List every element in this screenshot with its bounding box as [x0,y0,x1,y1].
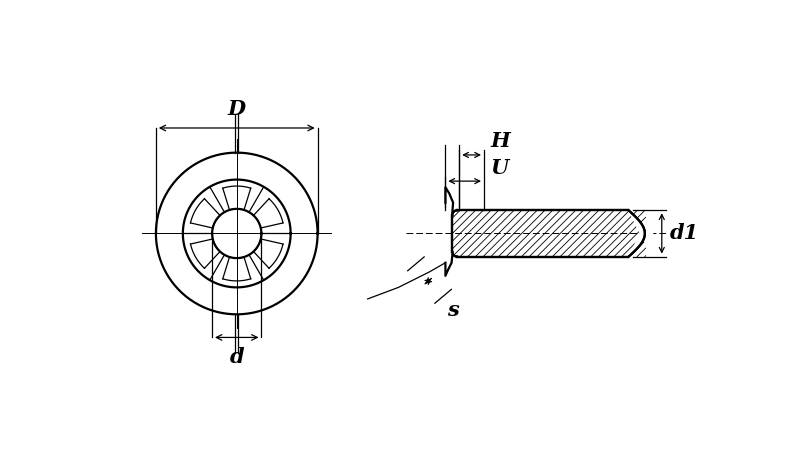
Text: d1: d1 [670,223,698,244]
Polygon shape [629,210,653,256]
Text: U: U [490,158,508,178]
Text: d: d [230,347,244,367]
Text: s: s [447,300,458,320]
Text: D: D [228,99,246,119]
Text: H: H [490,131,510,151]
